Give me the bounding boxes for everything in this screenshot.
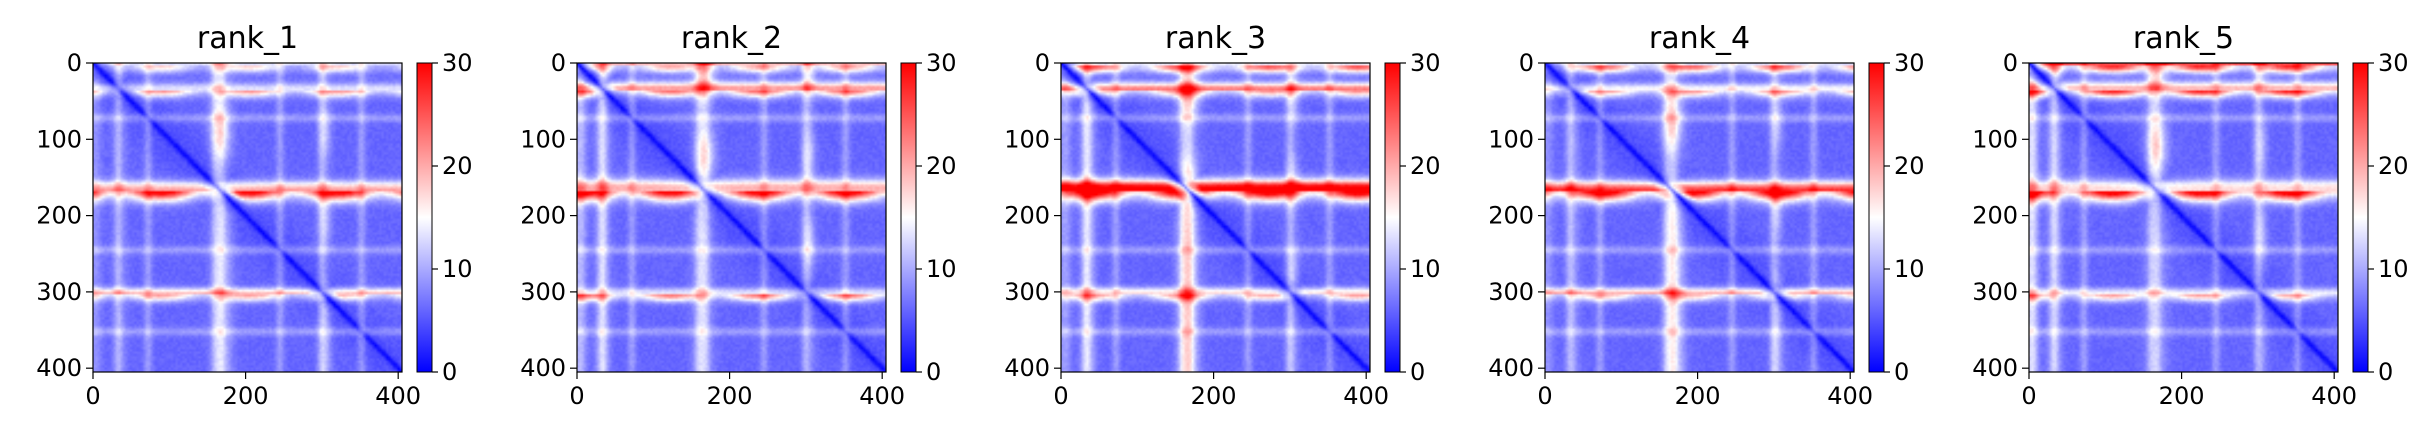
y-tick-label: 400 [36,354,82,382]
y-tick-label: 200 [1972,202,2018,230]
x-tick-label: 400 [2311,382,2357,410]
y-tick-label: 100 [520,125,566,153]
colorbar [416,62,433,373]
colorbar-tick-label: 20 [1410,152,1441,180]
colorbar [1868,62,1885,373]
colorbar-tick-label: 10 [926,255,957,283]
y-tick-label: 0 [551,49,566,77]
plot-frame [1544,62,1855,373]
y-tick-label: 0 [1035,49,1050,77]
x-tick-label: 200 [2159,382,2205,410]
colorbar-tick-label: 0 [1894,358,1909,386]
y-tick-label: 200 [36,202,82,230]
y-tick-label: 0 [2003,49,2018,77]
colorbar-tick-label: 20 [2378,152,2409,180]
y-tick-label: 100 [1488,125,1534,153]
x-tick-label: 200 [1191,382,1237,410]
heatmap-image [577,63,886,372]
colorbar-tick-label: 20 [1894,152,1925,180]
y-tick-label: 200 [520,202,566,230]
x-tick-label: 400 [1827,382,1873,410]
plot-frame [2028,62,2339,373]
colorbar-tick-label: 10 [1410,255,1441,283]
heatmap-image [93,63,402,372]
plot-frame [92,62,403,373]
plot-frame [576,62,887,373]
colorbar-tick-label: 10 [1894,255,1925,283]
colorbar-tick-label: 30 [1410,49,1441,77]
colorbar-tick-label: 20 [442,152,473,180]
colorbar-tick-label: 0 [1410,358,1425,386]
y-tick-label: 300 [1004,278,1050,306]
x-tick-label: 0 [569,382,584,410]
x-tick-label: 400 [1343,382,1389,410]
y-tick-label: 300 [36,278,82,306]
x-tick-label: 200 [1675,382,1721,410]
colorbar-tick-label: 30 [1894,49,1925,77]
x-tick-label: 0 [2021,382,2036,410]
panel-title: rank_3 [1165,21,1266,56]
colorbar-tick-label: 10 [442,255,473,283]
panel-title: rank_1 [197,21,298,56]
colorbar [900,62,917,373]
y-tick-label: 200 [1004,202,1050,230]
colorbar [1384,62,1401,373]
colorbar-tick-label: 0 [926,358,941,386]
panel-title: rank_2 [681,21,782,56]
y-tick-label: 300 [1488,278,1534,306]
y-tick-label: 0 [1519,49,1534,77]
colorbar [2352,62,2369,373]
plot-frame [1060,62,1371,373]
x-tick-label: 200 [223,382,269,410]
x-tick-label: 0 [1053,382,1068,410]
panel-title: rank_4 [1649,21,1750,56]
y-tick-label: 200 [1488,202,1534,230]
x-tick-label: 400 [859,382,905,410]
colorbar-tick-label: 0 [2378,358,2393,386]
y-tick-label: 300 [1972,278,2018,306]
y-tick-label: 100 [1972,125,2018,153]
y-tick-label: 400 [1488,354,1534,382]
x-tick-label: 0 [1537,382,1552,410]
heatmap-image [1061,63,1370,372]
colorbar-tick-label: 30 [442,49,473,77]
y-tick-label: 100 [1004,125,1050,153]
colorbar-tick-label: 30 [926,49,957,77]
y-tick-label: 100 [36,125,82,153]
y-tick-label: 300 [520,278,566,306]
x-tick-label: 0 [85,382,100,410]
colorbar-tick-label: 10 [2378,255,2409,283]
heatmap-image [2029,63,2338,372]
x-tick-label: 200 [707,382,753,410]
colorbar-tick-label: 30 [2378,49,2409,77]
y-tick-label: 0 [67,49,82,77]
x-tick-label: 400 [375,382,421,410]
y-tick-label: 400 [1004,354,1050,382]
colorbar-tick-label: 0 [442,358,457,386]
colorbar-tick-label: 20 [926,152,957,180]
heatmap-image [1545,63,1854,372]
panel-title: rank_5 [2133,21,2234,56]
y-tick-label: 400 [1972,354,2018,382]
y-tick-label: 400 [520,354,566,382]
